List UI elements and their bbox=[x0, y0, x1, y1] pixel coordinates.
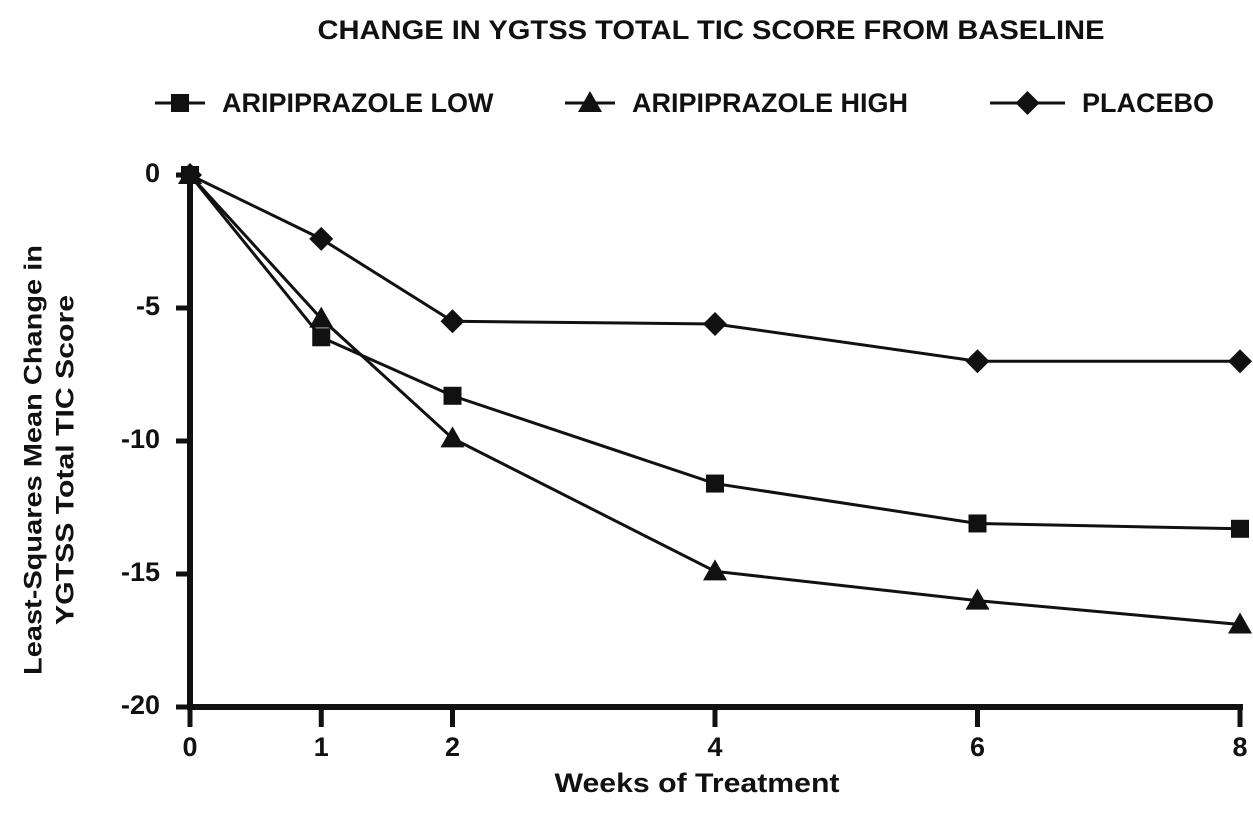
data-point bbox=[965, 349, 990, 374]
legend-label: ARIPIPRAZOLE HIGH bbox=[632, 88, 908, 118]
data-point bbox=[309, 306, 334, 328]
data-point bbox=[965, 588, 990, 610]
legend-marker bbox=[171, 94, 189, 112]
legend-marker bbox=[578, 91, 602, 112]
y-axis-label-line: Least-Squares Mean Change in bbox=[20, 245, 48, 675]
x-axis-label: Weeks of Treatment bbox=[555, 768, 840, 798]
y-axis-label-line: YGTSS Total TIC Score bbox=[52, 295, 80, 625]
data-point bbox=[703, 311, 727, 336]
data-point bbox=[968, 514, 987, 533]
data-point bbox=[703, 559, 727, 581]
y-tick-label: -20 bbox=[121, 690, 160, 720]
y-tick-label: -10 bbox=[121, 424, 160, 454]
x-tick-label: 4 bbox=[707, 732, 722, 762]
y-tick-label: -5 bbox=[136, 291, 160, 321]
legend-marker bbox=[1015, 91, 1040, 115]
y-axis-label: Least-Squares Mean Change in YGTSS Total… bbox=[20, 245, 80, 675]
x-tick-label: 6 bbox=[970, 732, 985, 762]
data-point bbox=[440, 309, 465, 334]
data-point bbox=[178, 163, 202, 187]
legend-label: PLACEBO bbox=[1082, 88, 1214, 118]
data-point bbox=[1231, 519, 1249, 538]
data-point bbox=[1228, 349, 1252, 374]
x-tick-label: 8 bbox=[1232, 732, 1247, 762]
y-tick-label: -15 bbox=[121, 557, 160, 587]
x-tick-label: 1 bbox=[314, 732, 329, 762]
data-point bbox=[443, 386, 462, 405]
data-point bbox=[440, 426, 465, 448]
data-point bbox=[1228, 612, 1252, 634]
x-tick-label: 2 bbox=[445, 732, 460, 762]
series-line bbox=[188, 174, 1241, 531]
series-line bbox=[188, 173, 1241, 627]
data-point bbox=[706, 474, 724, 493]
data-point bbox=[309, 226, 334, 251]
data-point bbox=[312, 328, 331, 347]
y-tick-label: 0 bbox=[145, 158, 160, 188]
x-tick-label: 0 bbox=[182, 732, 197, 762]
legend-label: ARIPIPRAZOLE LOW bbox=[222, 88, 494, 118]
series-line bbox=[189, 173, 1240, 363]
chart-title: CHANGE IN YGTSS TOTAL TIC SCORE FROM BAS… bbox=[318, 15, 1105, 45]
